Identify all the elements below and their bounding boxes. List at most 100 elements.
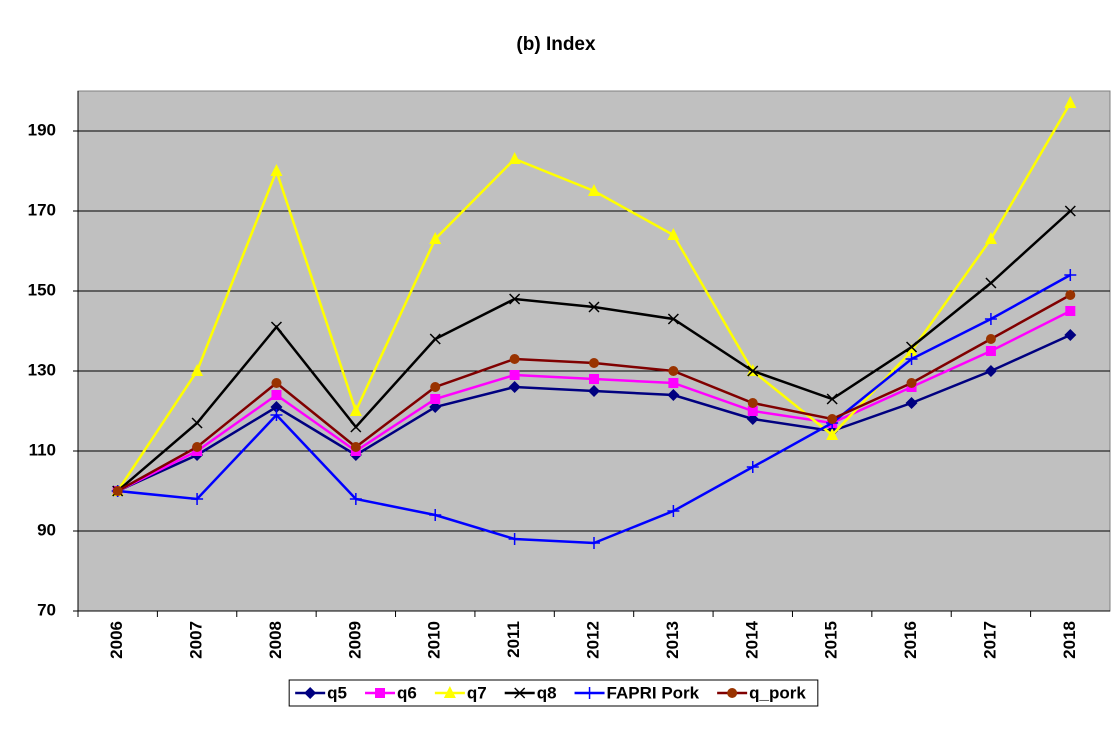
marker xyxy=(304,687,317,699)
marker xyxy=(191,493,204,505)
marker xyxy=(747,406,758,416)
x-tick-label: 2006 xyxy=(107,621,126,659)
marker xyxy=(509,354,520,364)
marker xyxy=(430,382,441,392)
marker xyxy=(349,493,362,505)
legend-item: q7 xyxy=(434,683,487,702)
legend-item: q5 xyxy=(295,683,347,702)
marker xyxy=(443,686,456,698)
marker xyxy=(985,334,996,344)
marker xyxy=(667,228,680,240)
marker xyxy=(827,414,838,424)
marker xyxy=(509,293,521,305)
marker xyxy=(588,385,600,397)
marker xyxy=(668,378,679,388)
y-tick-label: 150 xyxy=(28,280,56,299)
marker xyxy=(667,505,680,517)
plot-area xyxy=(77,90,1111,612)
legend-label: q_pork xyxy=(749,683,806,702)
marker xyxy=(508,381,521,393)
marker xyxy=(588,184,600,196)
marker xyxy=(349,404,362,416)
marker xyxy=(905,344,918,356)
x-tick-label: 2016 xyxy=(901,621,920,659)
legend-label: q7 xyxy=(467,683,487,702)
marker xyxy=(270,321,282,333)
y-tick-label: 110 xyxy=(29,440,56,459)
marker xyxy=(906,378,917,388)
x-tick-label: 2018 xyxy=(1060,621,1079,659)
marker xyxy=(984,313,997,325)
marker xyxy=(270,409,283,421)
marker xyxy=(985,346,996,356)
x-tick-label: 2015 xyxy=(822,621,841,659)
marker xyxy=(375,688,386,698)
marker xyxy=(588,537,600,549)
y-tick-label: 70 xyxy=(37,600,56,619)
marker xyxy=(1064,205,1076,217)
marker xyxy=(270,164,283,176)
marker xyxy=(1065,290,1076,300)
x-tick-label: 2013 xyxy=(663,621,682,659)
marker xyxy=(191,364,204,376)
marker xyxy=(747,365,759,377)
legend-label: FAPRI Pork xyxy=(607,683,700,702)
legend: q5 q6 q7 q8 FAPRI Pork q_pork xyxy=(288,679,819,707)
legend-item: q6 xyxy=(365,683,417,702)
y-tick-label: 90 xyxy=(37,520,56,539)
marker xyxy=(1064,96,1077,108)
legend-label: q6 xyxy=(397,683,417,702)
marker xyxy=(192,442,203,452)
legend-item: q8 xyxy=(504,683,557,702)
marker xyxy=(583,687,596,699)
x-tick-label: 2010 xyxy=(425,621,444,659)
x-tick-label: 2007 xyxy=(187,621,206,659)
x-tick-label: 2014 xyxy=(742,620,761,658)
x-tick-label: 2009 xyxy=(345,621,364,659)
marker xyxy=(112,486,123,496)
marker xyxy=(270,401,283,413)
marker xyxy=(191,417,203,429)
x-tick-label: 2008 xyxy=(266,621,285,659)
marker xyxy=(350,421,362,433)
x-tick-label: 2017 xyxy=(980,621,999,659)
marker xyxy=(1065,306,1076,316)
marker xyxy=(906,341,918,353)
marker xyxy=(984,232,997,244)
marker xyxy=(667,313,679,325)
x-tick-label: 2011 xyxy=(504,621,523,658)
marker xyxy=(826,393,838,405)
marker xyxy=(668,366,679,376)
y-tick-label: 130 xyxy=(28,360,56,379)
legend-label: q8 xyxy=(537,683,557,702)
marker xyxy=(1064,269,1077,281)
marker xyxy=(271,378,282,388)
marker xyxy=(588,301,600,313)
marker xyxy=(1064,329,1077,341)
marker xyxy=(589,358,599,368)
legend-item: q_pork xyxy=(717,683,806,702)
marker xyxy=(429,333,441,345)
marker xyxy=(429,509,442,521)
marker xyxy=(589,374,599,384)
chart-title: (b) Index xyxy=(516,34,596,55)
marker xyxy=(514,687,526,699)
marker xyxy=(985,277,997,289)
marker xyxy=(747,398,758,408)
legend-label: q5 xyxy=(327,683,347,702)
marker xyxy=(905,353,918,365)
y-tick-label: 170 xyxy=(28,200,56,219)
x-tick-label: 2012 xyxy=(583,621,602,659)
marker xyxy=(667,389,680,401)
marker xyxy=(271,390,282,400)
marker xyxy=(429,232,442,244)
marker xyxy=(984,365,997,377)
marker xyxy=(826,428,839,440)
marker xyxy=(509,370,520,380)
marker xyxy=(350,442,361,452)
marker xyxy=(905,397,918,409)
marker xyxy=(727,688,738,698)
marker xyxy=(508,533,521,545)
